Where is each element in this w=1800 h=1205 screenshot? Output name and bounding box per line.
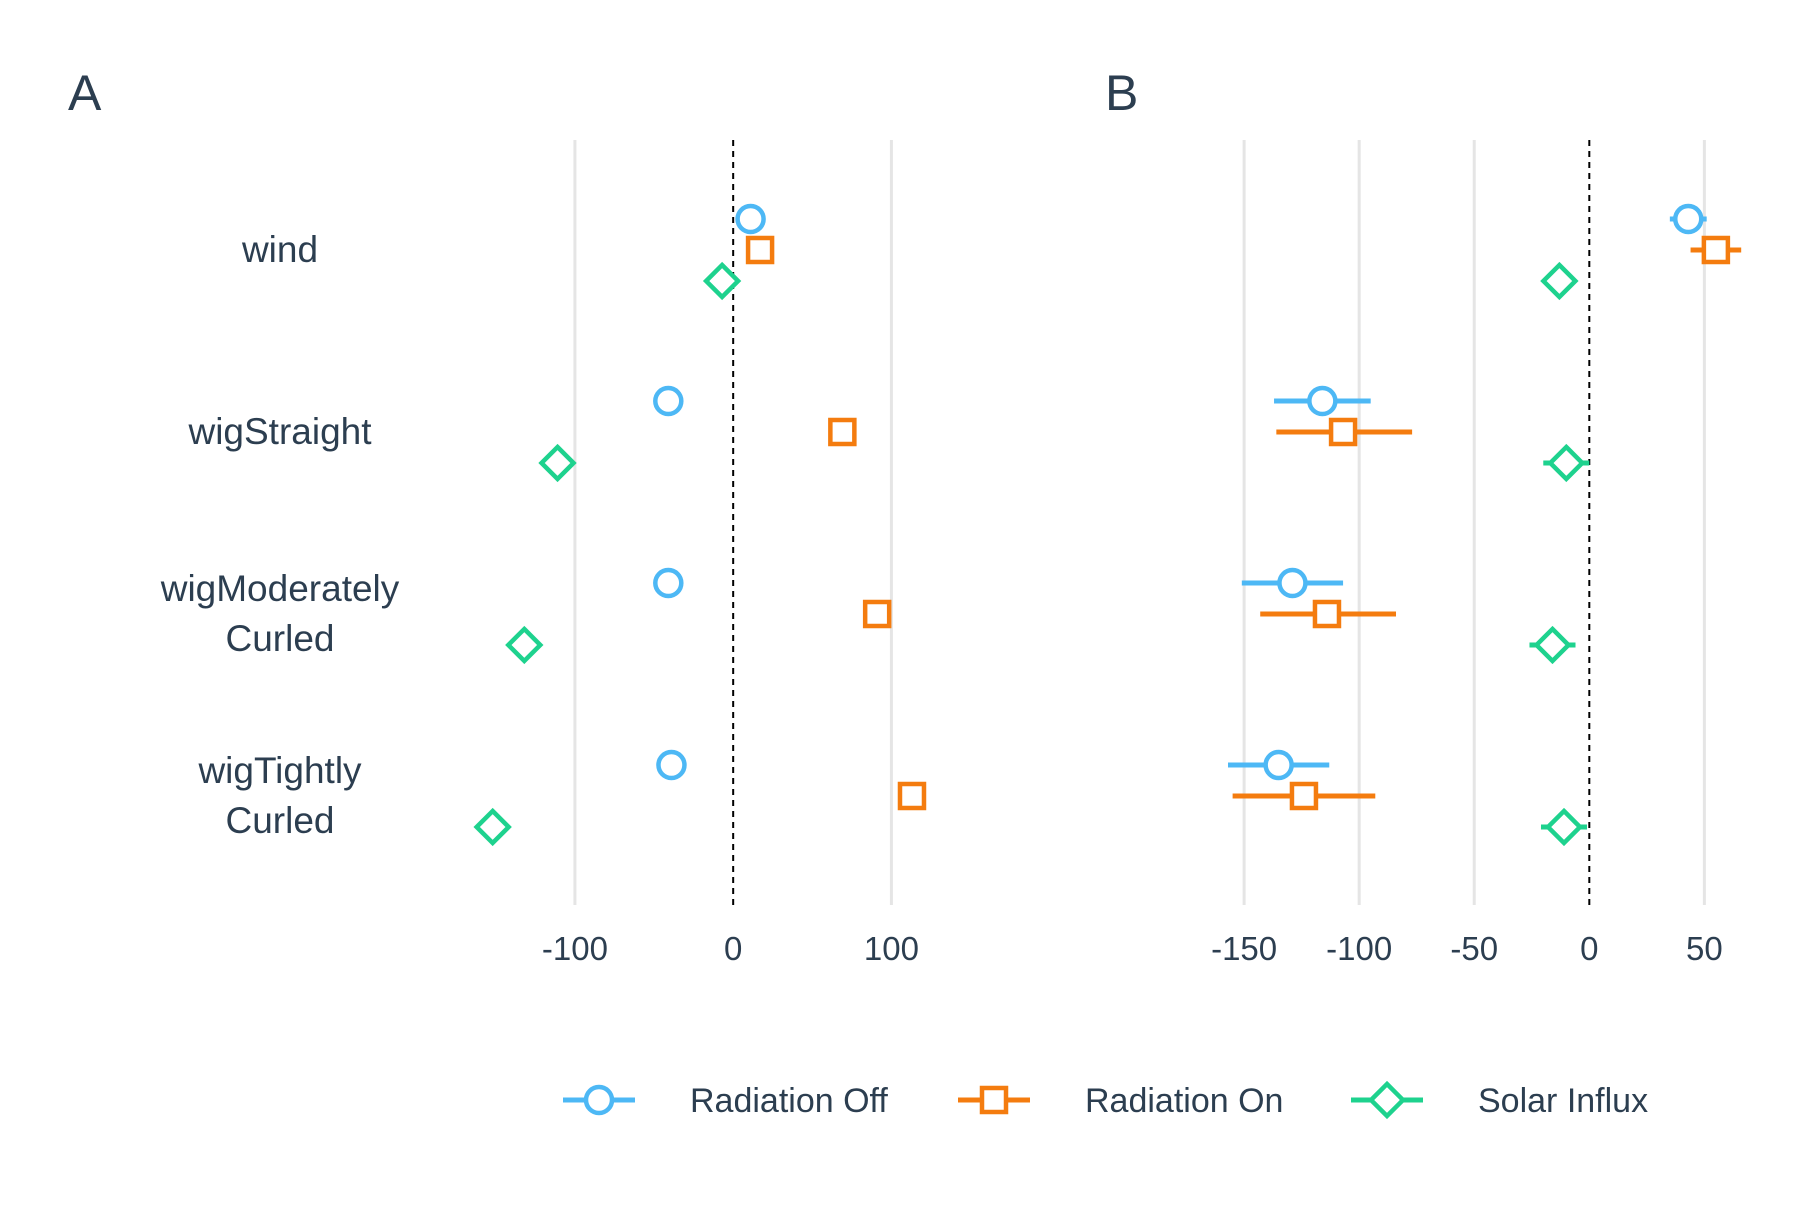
- data-point: [1289, 781, 1319, 811]
- legend-label: Solar Influx: [1478, 1082, 1648, 1120]
- data-point: [1263, 749, 1294, 781]
- legend-label: Radiation Off: [690, 1082, 888, 1120]
- category-label: Curled: [226, 800, 335, 841]
- data-point: [1540, 261, 1579, 301]
- data-point: [1701, 235, 1731, 265]
- legend-marker: [1367, 1080, 1407, 1120]
- panel-label: A: [68, 65, 102, 121]
- x-tick-label: -50: [1450, 930, 1498, 967]
- legend-label: Radiation On: [1085, 1082, 1283, 1120]
- data-point: [1328, 417, 1358, 447]
- x-tick-label: -100: [1326, 930, 1392, 967]
- data-point: [1307, 385, 1338, 417]
- data-point: [653, 385, 684, 417]
- x-tick-label: -150: [1211, 930, 1277, 967]
- data-point: [656, 749, 687, 781]
- category-label: Curled: [226, 618, 335, 659]
- x-tick-label: -100: [542, 930, 608, 967]
- category-label: wigStraight: [187, 411, 372, 452]
- data-point: [1312, 599, 1342, 629]
- data-point: [735, 203, 766, 235]
- data-point: [1277, 567, 1308, 599]
- category-label: wind: [241, 229, 318, 270]
- data-point: [653, 567, 684, 599]
- category-label: wigModerately: [160, 568, 400, 609]
- data-point: [1544, 807, 1584, 847]
- legend-marker: [583, 1084, 615, 1116]
- data-point: [505, 625, 544, 665]
- data-point: [897, 781, 927, 811]
- data-point: [828, 417, 857, 447]
- data-point: [538, 443, 577, 483]
- data-point: [473, 807, 512, 847]
- panel-label: B: [1105, 65, 1138, 121]
- data-point: [1673, 203, 1704, 235]
- data-point: [745, 235, 775, 265]
- data-point: [1547, 443, 1586, 483]
- x-tick-label: 0: [724, 930, 742, 967]
- x-tick-label: 100: [864, 930, 919, 967]
- data-point: [862, 599, 892, 629]
- category-label: wigTightly: [197, 750, 362, 791]
- legend-marker: [979, 1085, 1009, 1115]
- x-tick-label: 0: [1580, 930, 1598, 967]
- data-point: [702, 261, 742, 301]
- x-tick-label: 50: [1686, 930, 1723, 967]
- data-point: [1533, 625, 1572, 665]
